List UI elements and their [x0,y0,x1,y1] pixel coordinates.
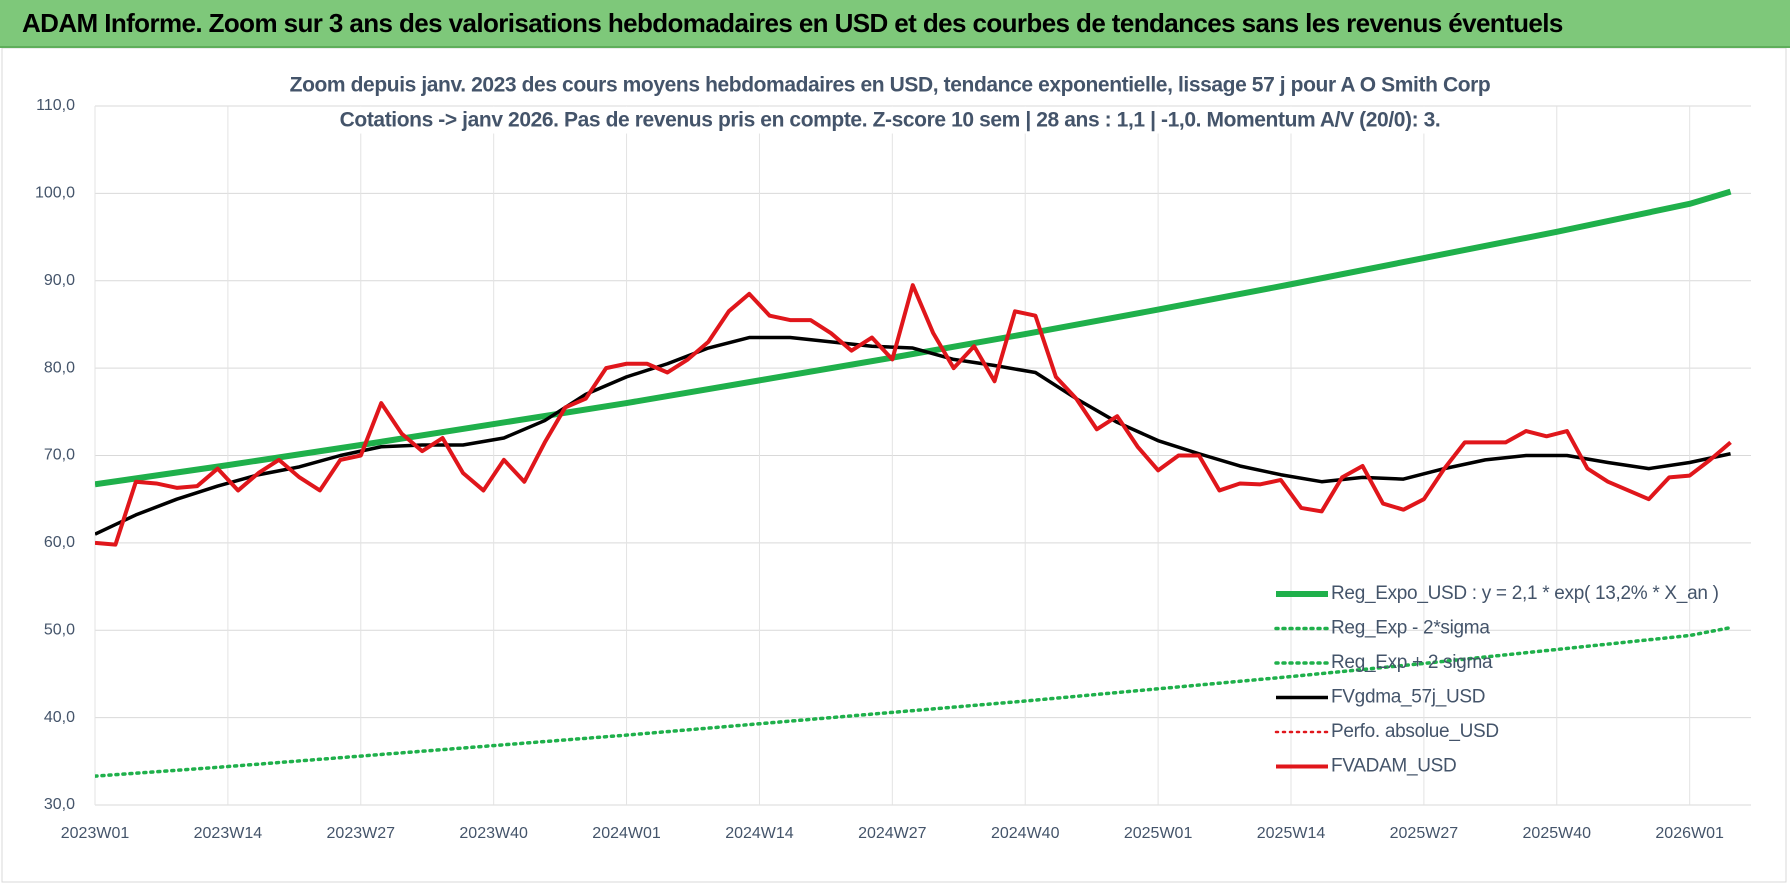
series-line [95,283,1732,547]
y-tick-label: 30,0 [44,796,75,813]
x-tick-label: 2025W40 [1523,825,1592,842]
y-tick-label: 90,0 [44,272,75,289]
legend-label: Reg_Exp - 2*sigma [1331,618,1490,639]
x-tick-label: 2024W14 [725,825,794,842]
y-tick-label: 40,0 [44,709,75,726]
header: ADAM Informe. Zoom sur 3 ans des valoris… [0,0,1790,48]
legend-label: Perfo. absolue_USD [1331,721,1499,742]
series-line [95,188,1732,488]
x-tick-label: 2026W01 [1655,825,1724,842]
y-tick-label: 110,0 [36,97,75,114]
x-tick-label: 2023W01 [61,825,130,842]
x-tick-label: 2025W27 [1390,825,1459,842]
x-tick-label: 2023W14 [194,825,263,842]
chart: 30,0 40,0 50,0 60,0 70,0 80,0 90,0 100,0 110,0 20… [1,48,1787,883]
subtitle: Zoom depuis janv. 2023 des cours moyens … [290,74,1491,97]
y-tick-label: 60,0 [44,534,75,551]
x-tick-label: 2023W27 [327,825,396,842]
legend-label: FVADAM_USD [1331,756,1456,777]
legend-label: Reg_Expo_USD : y = 2,1 * exp( 13,2% * X_… [1331,583,1719,604]
chart-frame [1,48,1787,883]
header-title: ADAM Informe. Zoom sur 3 ans des valoris… [22,8,1563,38]
y-tick-label: 70,0 [44,447,75,464]
y-tick-label: 80,0 [44,359,75,376]
x-tick-label: 2024W40 [991,825,1060,842]
subtitle-backing [281,71,1499,99]
series-line [95,335,1731,536]
x-tick-label: 2024W01 [592,825,661,842]
x-tick-label: 2024W27 [858,825,927,842]
x-tick-label: 2025W14 [1257,825,1326,842]
y-tick-label: 50,0 [44,621,75,638]
legend-label: Reg_Exp + 2 sigma [1331,652,1493,673]
x-tick-label: 2023W40 [459,825,528,842]
subtitle: Cotations -> janv 2026. Pas de revenus p… [340,109,1441,132]
series-line [95,625,1733,778]
legend-label: FVgdma_57j_USD [1331,687,1485,708]
y-tick-label: 100,0 [35,185,75,202]
subtitle-backing [331,106,1449,134]
x-tick-label: 2025W01 [1124,825,1193,842]
